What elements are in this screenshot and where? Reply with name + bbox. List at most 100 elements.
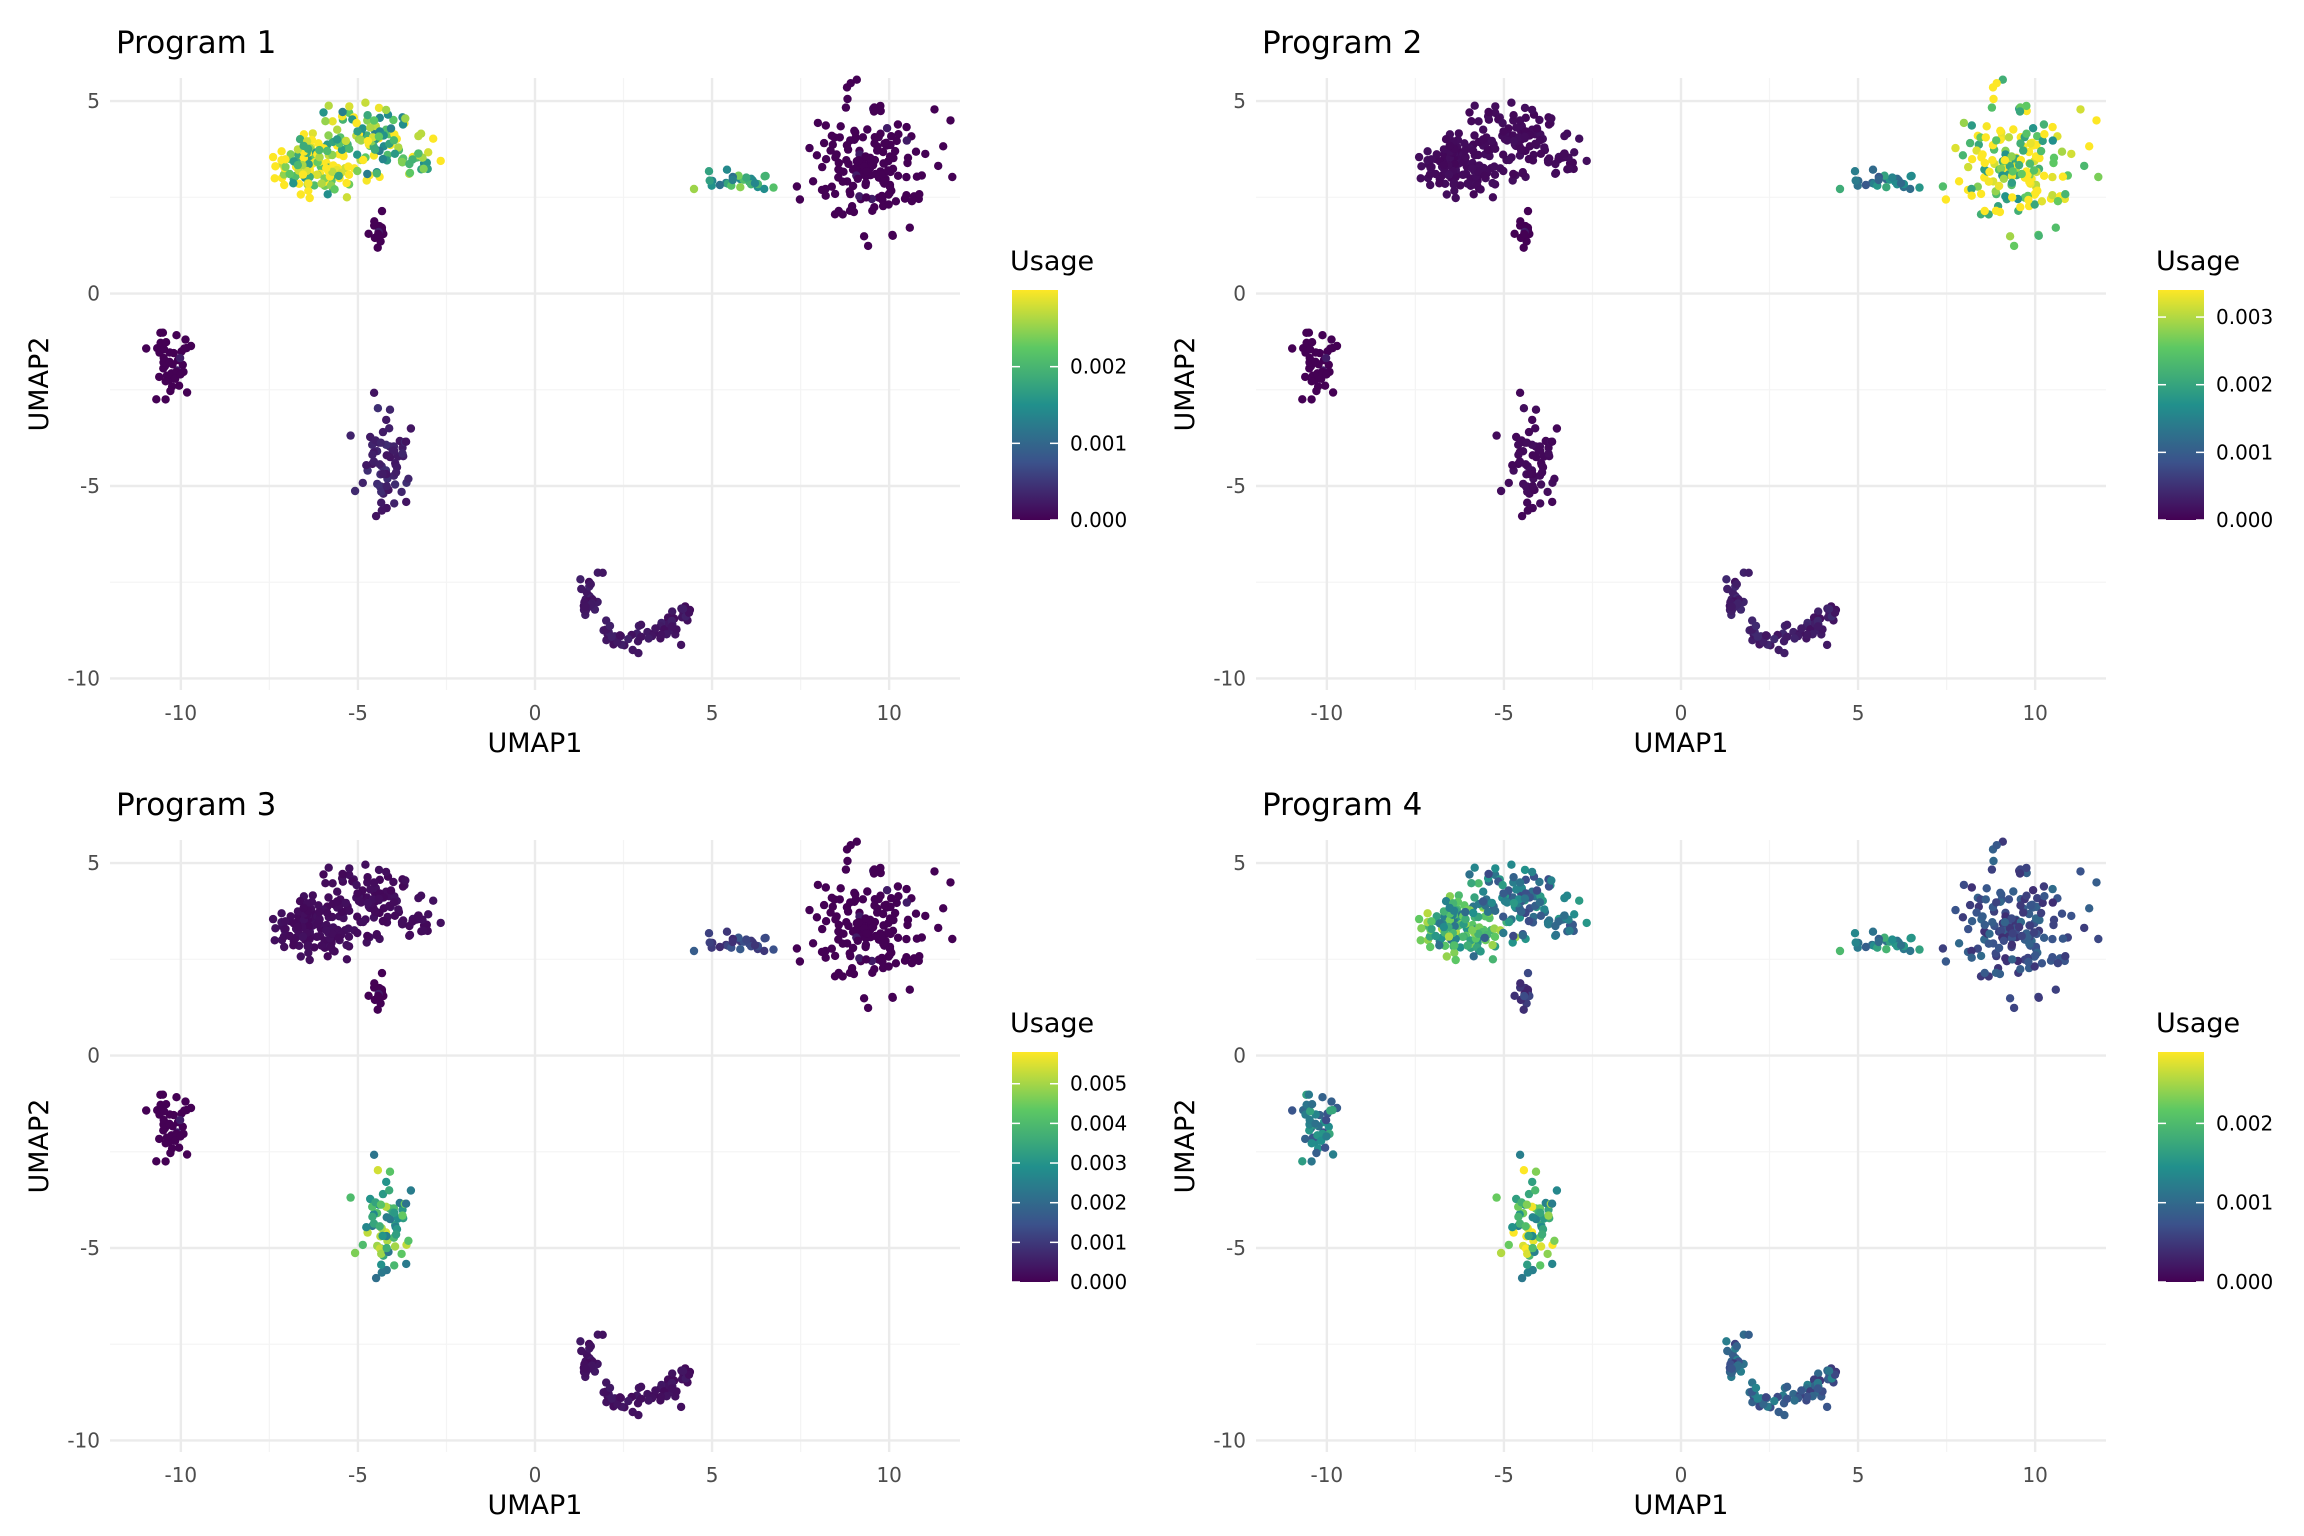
data-point bbox=[651, 624, 660, 633]
data-point bbox=[328, 879, 337, 888]
data-point bbox=[312, 932, 321, 941]
data-point bbox=[390, 446, 399, 455]
data-point bbox=[424, 148, 433, 157]
data-point bbox=[308, 891, 317, 900]
data-point bbox=[1951, 905, 1960, 915]
data-point bbox=[1770, 1396, 1779, 1406]
data-point bbox=[1995, 207, 2005, 217]
legend-title: Usage bbox=[1010, 1008, 1094, 1039]
data-point bbox=[2007, 152, 2016, 161]
data-point bbox=[2028, 124, 2038, 133]
data-point bbox=[1536, 499, 1545, 508]
data-point bbox=[1327, 335, 1336, 344]
data-point bbox=[419, 926, 428, 935]
data-point bbox=[368, 450, 377, 459]
x-tick-label: -5 bbox=[1494, 701, 1514, 725]
data-point bbox=[1520, 132, 1530, 141]
data-point bbox=[1468, 164, 1477, 173]
chart-title: Program 1 bbox=[116, 25, 276, 61]
scatter-points bbox=[1288, 75, 2103, 658]
data-point bbox=[722, 927, 732, 936]
data-point bbox=[1998, 75, 2007, 84]
x-tick-label: -10 bbox=[164, 701, 197, 725]
data-point bbox=[1469, 146, 1478, 156]
data-point bbox=[2053, 197, 2063, 206]
data-point bbox=[2038, 136, 2047, 146]
data-point bbox=[613, 637, 622, 647]
data-point bbox=[1835, 946, 1845, 956]
data-point bbox=[2057, 147, 2067, 156]
data-point bbox=[182, 1150, 192, 1159]
data-point bbox=[315, 907, 324, 917]
grid bbox=[1256, 840, 2106, 1452]
y-tick-label: -5 bbox=[80, 474, 100, 498]
x-axis-label: UMAP1 bbox=[488, 728, 583, 759]
data-point bbox=[946, 116, 955, 125]
data-point bbox=[1938, 182, 1948, 191]
grid bbox=[110, 78, 960, 690]
data-point bbox=[405, 930, 415, 940]
data-point bbox=[295, 897, 305, 906]
data-point bbox=[1550, 474, 1559, 483]
data-point bbox=[2004, 133, 2014, 142]
data-point bbox=[853, 936, 862, 945]
data-point bbox=[821, 883, 830, 892]
data-point bbox=[1813, 622, 1823, 631]
x-tick-label: 10 bbox=[876, 1463, 901, 1487]
data-point bbox=[1999, 936, 2008, 945]
data-point bbox=[795, 195, 805, 204]
data-point bbox=[676, 640, 686, 650]
data-point bbox=[1996, 926, 2006, 935]
data-point bbox=[1318, 331, 1327, 340]
data-point bbox=[1547, 876, 1556, 885]
data-point bbox=[142, 1106, 151, 1115]
x-tick-label: -5 bbox=[348, 701, 368, 725]
data-point bbox=[1835, 184, 1845, 194]
data-point bbox=[1512, 885, 1521, 894]
data-point bbox=[2035, 915, 2044, 925]
data-point bbox=[334, 933, 343, 943]
data-point bbox=[359, 155, 368, 165]
data-point bbox=[2061, 190, 2070, 199]
data-point bbox=[1988, 918, 1997, 927]
data-point bbox=[1938, 944, 1948, 953]
data-point bbox=[344, 170, 354, 179]
data-point bbox=[1824, 1366, 1834, 1376]
data-point bbox=[894, 892, 903, 901]
data-point bbox=[880, 139, 889, 148]
data-point bbox=[813, 880, 823, 890]
data-point bbox=[2067, 911, 2076, 921]
data-point bbox=[341, 898, 351, 908]
data-point bbox=[364, 229, 373, 238]
data-point bbox=[181, 335, 190, 344]
data-point bbox=[598, 1330, 607, 1339]
data-point bbox=[1888, 173, 1897, 182]
data-point bbox=[1967, 155, 1977, 164]
data-point bbox=[1536, 149, 1546, 158]
data-point bbox=[1782, 1394, 1792, 1403]
data-point bbox=[391, 1230, 401, 1239]
data-point bbox=[1301, 372, 1310, 382]
data-point bbox=[332, 897, 342, 906]
data-point bbox=[159, 364, 168, 373]
data-point bbox=[1521, 1222, 1530, 1231]
data-point bbox=[1479, 125, 1488, 134]
data-point bbox=[2048, 136, 2057, 145]
data-point bbox=[2037, 197, 2047, 206]
data-point bbox=[377, 1249, 386, 1258]
data-point bbox=[277, 147, 286, 156]
data-point bbox=[308, 129, 317, 138]
data-point bbox=[1508, 461, 1517, 470]
data-point bbox=[1451, 193, 1460, 203]
legend-tick-label: 0.002 bbox=[2216, 1111, 2273, 1135]
data-point bbox=[152, 1157, 161, 1166]
data-point bbox=[1814, 1369, 1823, 1378]
data-point bbox=[921, 911, 930, 921]
data-point bbox=[1524, 154, 1534, 164]
data-point bbox=[1305, 345, 1315, 354]
data-point bbox=[1515, 1150, 1525, 1159]
data-point bbox=[1554, 917, 1563, 926]
grid bbox=[1256, 78, 2106, 690]
data-point bbox=[337, 907, 347, 916]
data-point bbox=[2016, 901, 2025, 910]
